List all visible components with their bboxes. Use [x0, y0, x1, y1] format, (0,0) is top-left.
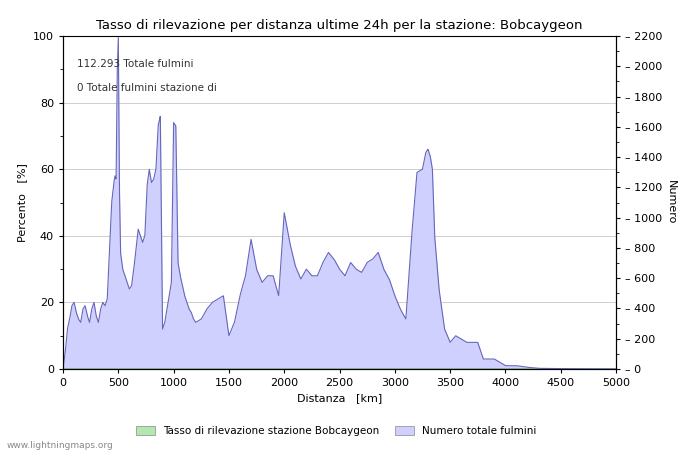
Title: Tasso di rilevazione per distanza ultime 24h per la stazione: Bobcaygeon: Tasso di rilevazione per distanza ultime…: [97, 19, 582, 32]
Text: 112.293 Totale fulmini: 112.293 Totale fulmini: [77, 59, 193, 69]
Y-axis label: Percento   [%]: Percento [%]: [18, 163, 27, 242]
Y-axis label: Numero: Numero: [666, 180, 676, 225]
Legend: Tasso di rilevazione stazione Bobcaygeon, Numero totale fulmini: Tasso di rilevazione stazione Bobcaygeon…: [132, 422, 540, 440]
Text: www.lightningmaps.org: www.lightningmaps.org: [7, 441, 113, 450]
Text: 0 Totale fulmini stazione di: 0 Totale fulmini stazione di: [77, 83, 217, 93]
X-axis label: Distanza   [km]: Distanza [km]: [297, 394, 382, 404]
